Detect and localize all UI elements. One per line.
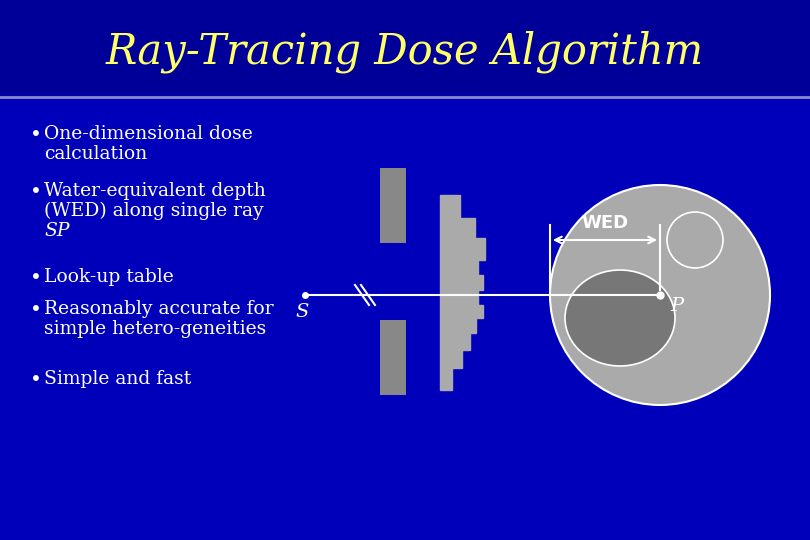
Text: WED: WED (582, 214, 629, 232)
Text: One-dimensional dose: One-dimensional dose (44, 125, 253, 143)
Text: •: • (30, 182, 42, 201)
Text: simple hetero-geneities: simple hetero-geneities (44, 320, 266, 338)
Text: •: • (30, 125, 42, 144)
Text: Look-up table: Look-up table (44, 268, 174, 286)
Text: Ray-Tracing Dose Algorithm: Ray-Tracing Dose Algorithm (106, 31, 704, 73)
Text: (WED) along single ray: (WED) along single ray (44, 202, 263, 220)
Text: calculation: calculation (44, 145, 147, 163)
Bar (380, 320, 406, 395)
Ellipse shape (550, 185, 770, 405)
Bar (380, 168, 406, 243)
Text: SP: SP (44, 222, 70, 240)
Text: Simple and fast: Simple and fast (44, 370, 191, 388)
Text: •: • (30, 370, 42, 389)
Text: P: P (670, 297, 683, 315)
Text: S: S (295, 303, 309, 321)
Ellipse shape (565, 270, 675, 366)
Text: •: • (30, 268, 42, 287)
Text: Water-equivalent depth: Water-equivalent depth (44, 182, 266, 200)
Text: •: • (30, 300, 42, 319)
Text: Reasonably accurate for: Reasonably accurate for (44, 300, 274, 318)
Polygon shape (440, 195, 485, 390)
Bar (0, 0, 810, 95)
Circle shape (667, 212, 723, 268)
